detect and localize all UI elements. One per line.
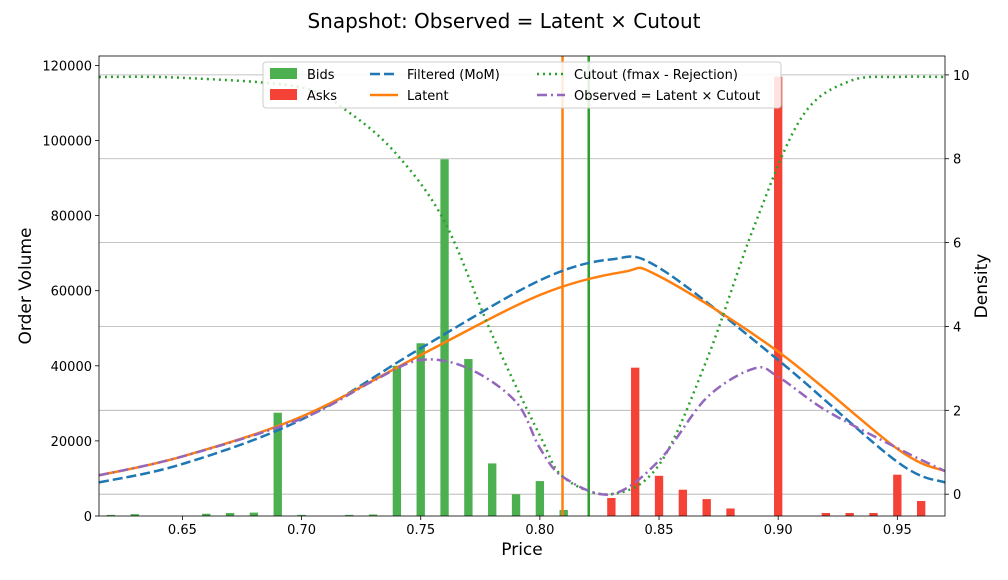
curve-line <box>98 75 946 496</box>
bid-bar <box>225 512 235 516</box>
legend-label: Asks <box>307 89 337 104</box>
curves <box>98 75 946 496</box>
y-tick-label: 80000 <box>51 210 92 225</box>
y2-tick-label: 0 <box>953 488 961 503</box>
y-axis-label: Order Volume <box>16 228 36 345</box>
bid-bar <box>511 494 521 516</box>
chart-title: Snapshot: Observed = Latent × Cutout <box>307 9 700 33</box>
y-tick-label: 60000 <box>51 285 92 300</box>
x-tick-label: 0.75 <box>406 523 435 538</box>
ask-bar <box>893 474 902 516</box>
y-tick-label: 120000 <box>42 59 92 74</box>
y2-tick-label: 4 <box>953 320 961 335</box>
y2-tick-label: 10 <box>953 69 970 84</box>
bars <box>106 76 926 516</box>
y2-tick-label: 6 <box>953 237 961 252</box>
ask-bar <box>821 512 831 516</box>
bid-bar <box>416 343 425 516</box>
legend: Bids Asks Filtered (MoM) Latent Cutout (fmax… <box>262 61 782 109</box>
x-tick-label: 0.65 <box>168 523 197 538</box>
bid-bar <box>202 513 211 516</box>
ask-bar <box>678 489 688 516</box>
ask-bar <box>845 512 854 516</box>
bid-bar <box>440 159 449 516</box>
legend-label: Observed = Latent × Cutout <box>574 89 760 104</box>
x-tick-label: 0.90 <box>764 523 793 538</box>
ask-bar <box>726 508 735 516</box>
bid-bar <box>249 512 259 516</box>
bid-bar <box>273 412 282 516</box>
ask-bar <box>654 475 664 516</box>
curve-line <box>98 266 946 477</box>
x-tick-label: 0.85 <box>645 523 674 538</box>
x-tick-label: 0.95 <box>883 523 912 538</box>
bid-bar <box>488 463 497 516</box>
grid <box>99 74 945 495</box>
bid-bar <box>297 514 306 516</box>
curve-line <box>98 255 946 484</box>
y2-tick-label: 2 <box>953 404 961 419</box>
ask-bar <box>774 76 783 516</box>
legend-label: Bids <box>307 68 335 83</box>
bid-bar <box>368 514 378 516</box>
y-tick-label: 20000 <box>51 435 92 450</box>
bid-bar <box>392 365 402 516</box>
y-tick-label: 100000 <box>42 134 92 149</box>
legend-label: Filtered (MoM) <box>407 68 500 83</box>
ask-bar <box>916 500 926 516</box>
y-tick-label: 40000 <box>51 360 92 375</box>
x-tick-label: 0.70 <box>287 523 316 538</box>
bid-bar <box>464 359 473 516</box>
y2-axis: 0 2 4 6 8 10 <box>945 69 970 503</box>
legend-swatch <box>270 89 297 100</box>
bid-bar <box>345 514 354 516</box>
y-tick-label: 0 <box>84 510 92 525</box>
legend-label: Latent <box>407 89 449 104</box>
y-axis: 0 20000 40000 60000 80000 100000 120000 <box>42 59 99 525</box>
ask-bar <box>869 512 878 516</box>
bid-bar <box>535 481 545 516</box>
y2-tick-label: 8 <box>953 153 961 168</box>
bid-bar <box>130 514 139 516</box>
legend-swatch <box>270 68 297 79</box>
x-tick-label: 0.80 <box>525 523 554 538</box>
plot-frame <box>98 55 946 517</box>
ask-bar <box>631 367 640 516</box>
ask-bar <box>702 499 711 516</box>
curve-line <box>98 358 946 496</box>
x-axis: 0.65 0.70 0.75 0.80 0.85 0.90 0.95 <box>168 516 912 538</box>
ask-bar <box>607 497 616 516</box>
y2-axis-label: Density <box>972 254 992 319</box>
legend-label: Cutout (fmax - Rejection) <box>574 68 738 83</box>
bid-bar <box>106 514 116 516</box>
x-axis-label: Price <box>501 540 542 560</box>
